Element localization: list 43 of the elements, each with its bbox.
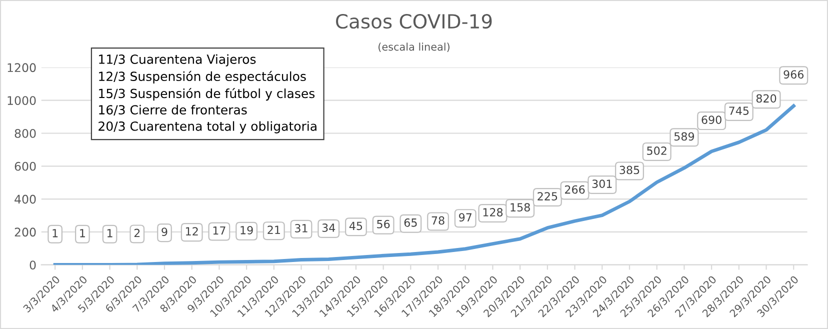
y-tick-label: 600 [14,162,36,171]
data-label: 690 [702,116,722,124]
y-tick-label: 1200 [8,63,36,72]
data-label: 21 [268,226,280,234]
chart-title: Casos COVID-19 [336,14,492,29]
y-tick-label: 800 [14,128,36,138]
data-label: 12 [186,227,198,236]
annotation: 15/3 Suspensión de fútbol y clases [99,88,315,101]
data-label: 385 [620,166,640,174]
data-label: 97 [459,213,472,222]
y-tick-label: 0 [30,260,36,270]
data-label: 78 [432,216,444,225]
data-label: 301 [592,180,612,188]
data-label: 9 [162,228,168,236]
data-label: 1 [107,229,112,238]
data-label: 17 [213,226,226,235]
data-label: 820 [756,94,776,103]
data-label: 65 [404,218,417,227]
data-label: 2 [134,228,140,238]
data-label: 45 [349,222,362,230]
data-label: 1 [52,229,58,238]
y-tick-label: 1000 [8,96,36,105]
data-label: 966 [784,70,804,79]
data-label: 34 [322,224,336,232]
y-tick-label: 400 [14,194,36,204]
annotation: 20/3 Cuarentena total y obligatoria [98,121,316,134]
annotation: 16/3 Cierre de fronteras [99,104,247,116]
data-label: 158 [510,203,530,212]
annotation: 12/3 Suspensión de espectáculos [99,70,306,84]
data-label: 589 [674,132,694,141]
data-label: 56 [377,220,390,228]
data-label: 128 [483,208,503,216]
text: 11/3 Cuarentena Viajeros [99,54,256,66]
y-tick-label: 200 [14,228,36,237]
data-label: 745 [729,106,749,115]
line-series [53,104,796,265]
data-label: 225 [538,192,558,200]
data-label: 19 [240,226,253,234]
data-label: 502 [647,146,666,155]
data-label: 266 [565,185,585,194]
data-label: 1 [80,229,85,238]
chart-subtitle: (escala lineal) [378,42,450,52]
data-label: 31 [295,224,308,232]
